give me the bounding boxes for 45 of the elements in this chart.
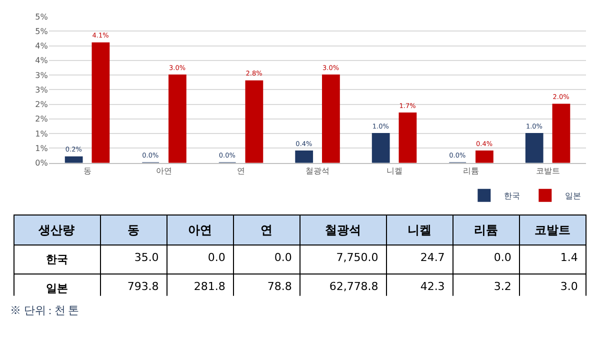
legend-label: 한국 [504, 191, 520, 200]
text: 일본 [46, 282, 68, 295]
y-tick-label: 1% [35, 129, 48, 138]
category-label: 동 [128, 222, 140, 237]
text: 생산량 [38, 222, 75, 237]
category-label: 니켈 [408, 222, 432, 237]
data-label: 78.8 [267, 280, 292, 293]
x-tick-label: 리튬 [463, 166, 480, 176]
y-tick-label: 2% [35, 114, 48, 124]
y-tick-label: 3% [35, 70, 48, 80]
y-tick-label: 0% [35, 158, 48, 168]
data-label: 3.0 [560, 280, 578, 293]
data-label: 35.0 [134, 251, 159, 264]
x-tick-label: 니켈 [386, 166, 402, 176]
x-tick-label: 아연 [156, 166, 172, 176]
category-label: 코발트 [534, 222, 571, 237]
data-label: 793.8 [127, 280, 159, 293]
data-label: 0.0 [274, 251, 292, 264]
data-label: 1.4 [560, 251, 578, 264]
data-label: 7,750.0 [336, 251, 378, 264]
y-tick-label: 1% [35, 144, 48, 153]
x-tick-label: 코발트 [536, 166, 560, 176]
x-tick-label: 철광석 [306, 166, 330, 176]
data-label: 3.2 [494, 280, 512, 293]
data-label: 0.0 [494, 251, 512, 264]
y-tick-label: 4% [35, 42, 48, 51]
text: ※ 단위 : 천 톤 [10, 305, 80, 317]
category-label: 철광석 [325, 222, 362, 237]
category-label: 아연 [188, 222, 212, 237]
y-tick-label: 5% [35, 26, 48, 36]
data-label: 0.0 [208, 251, 226, 264]
x-tick-label: 연 [236, 166, 245, 176]
y-tick-label: 3% [35, 85, 48, 94]
legend-label: 일본 [565, 191, 582, 200]
text: 한국 [46, 252, 68, 266]
category-label: 리튬 [474, 222, 498, 237]
data-label: 281.8 [194, 280, 226, 293]
x-tick-label: 동 [83, 166, 92, 176]
category-label: 연 [260, 222, 273, 237]
data-label: 62,778.8 [329, 280, 378, 293]
y-tick-label: 2% [35, 100, 48, 110]
data-label: 42.3 [420, 280, 445, 293]
y-tick-label: 5% [35, 12, 48, 22]
y-tick-label: 4% [35, 56, 48, 66]
data-label: 24.7 [420, 251, 445, 264]
